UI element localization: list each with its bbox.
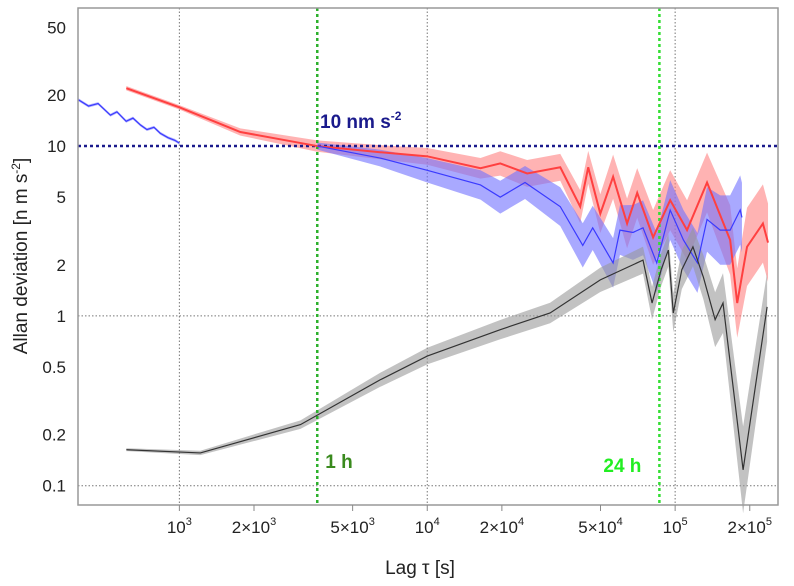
y-tick-label: 0.2 — [42, 426, 66, 445]
y-axis-label: Allan deviation [n m s-2] — [9, 158, 32, 355]
y-tick-label: 20 — [47, 86, 66, 105]
x-tick-label: 104 — [415, 516, 440, 537]
x-tick-label: 2×105 — [728, 516, 772, 537]
plot-frame — [77, 7, 779, 506]
grid — [78, 8, 778, 505]
plot-background — [78, 8, 778, 505]
x-tick-label: 103 — [167, 516, 192, 537]
y-tick-label: 1 — [57, 307, 66, 326]
reference-lines — [78, 8, 778, 505]
annotation-24h: 24 h — [603, 456, 641, 477]
annotation-1h: 1 h — [325, 452, 352, 473]
x-tick-label: 105 — [663, 516, 688, 537]
y-tick-label: 50 — [47, 18, 66, 37]
series-line-black — [126, 245, 768, 470]
band-black — [126, 227, 768, 514]
y-tick-label: 0.5 — [42, 358, 66, 377]
x-tick-label: 2×104 — [480, 516, 524, 537]
x-axis-ticks: 103 2×103 5×103 104 2×104 5×104 105 2×105 — [167, 505, 772, 537]
y-tick-label: 10 — [47, 137, 66, 156]
band-blue-short-lags- — [78, 98, 180, 145]
series-line-blue — [317, 145, 743, 265]
annotations: 10 nm s-2 1 h 24 h — [320, 109, 641, 477]
series-line-blue-short-lags- — [78, 99, 180, 144]
y-tick-label: 0.1 — [42, 477, 66, 496]
y-tick-label: 2 — [57, 256, 66, 275]
x-tick-label: 5×103 — [330, 516, 374, 537]
x-tick-label: 2×103 — [232, 516, 276, 537]
series-lines — [78, 87, 769, 470]
y-tick-label: 5 — [57, 188, 66, 207]
x-tick-label: 5×104 — [578, 516, 622, 537]
annotation-10nms2: 10 nm s-2 — [320, 109, 402, 133]
x-axis-label: Lag τ [s] — [385, 558, 455, 579]
y-axis-ticks: 50 20 10 5 2 1 0.5 0.2 0.1 — [42, 18, 66, 495]
series-line-red — [125, 87, 769, 304]
